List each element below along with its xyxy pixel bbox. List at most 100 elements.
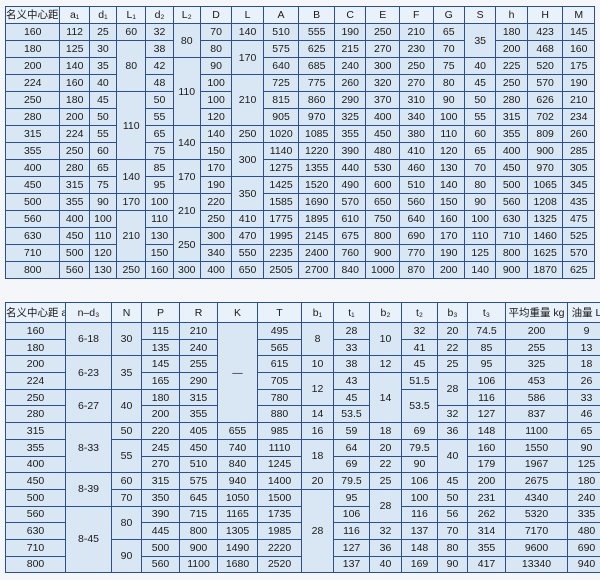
column-header: t₂	[401, 302, 438, 323]
table-cell: 1065	[526, 176, 564, 194]
table-cell: 5320	[505, 505, 568, 524]
table-row: 200 6-23 35 145 255 615 10 38 12 45 25 95 325 18	[5, 355, 600, 390]
table-cell: 140	[59, 57, 90, 75]
table-cell: 1208	[526, 193, 564, 211]
table-cell: 48	[145, 74, 174, 92]
column-header: F	[398, 6, 434, 24]
table-cell: 137	[401, 522, 438, 540]
table-cell: 570	[333, 193, 367, 211]
table-cell: 560	[5, 505, 66, 524]
table-cell: 22	[437, 338, 468, 357]
table-cell: 130	[88, 261, 118, 279]
table-cell: 570	[526, 74, 564, 92]
table-cell: 400	[59, 210, 90, 228]
table-cell: 640	[262, 57, 300, 75]
table-cell: 170	[116, 193, 147, 211]
column-header: b₂	[369, 302, 402, 323]
table-cell: 231	[467, 488, 506, 507]
table-cell: 2505	[262, 261, 300, 279]
table-cell: 314	[467, 522, 506, 540]
table-cell: 1460	[526, 227, 564, 245]
table-cell: 610	[333, 210, 367, 228]
table-cell: 32	[145, 23, 174, 41]
table-cell: 100	[145, 193, 174, 211]
table-cell: 200	[432, 261, 465, 279]
table-cell: 160	[432, 210, 465, 228]
table-cell: 40	[369, 555, 402, 574]
table-cell: 800	[5, 555, 66, 574]
column-header: N	[111, 302, 142, 323]
table-cell: 179	[467, 455, 506, 474]
table-cell: 69	[333, 455, 370, 474]
column-header: G	[432, 6, 465, 24]
table-cell: 106	[467, 372, 506, 390]
table-cell: 46	[567, 405, 600, 424]
table-cell: 355	[179, 405, 218, 424]
table-cell: 423	[526, 23, 564, 41]
table-cell: 112	[59, 23, 90, 41]
table-cell: 140	[199, 125, 233, 143]
table-cell: 4340	[505, 488, 568, 507]
table-cell: 1100	[505, 422, 568, 440]
table-cell: 1520	[298, 176, 335, 194]
table-cell: 18	[369, 422, 402, 440]
table-cell: 80	[199, 40, 233, 58]
table-cell: 38	[145, 40, 174, 58]
table-cell: 6-23	[65, 355, 112, 390]
table-cell: 150	[199, 142, 233, 160]
table-cell: 116	[333, 522, 370, 540]
table-cell: 70	[432, 40, 465, 58]
table-cell: 250	[116, 261, 147, 279]
table-cell: 150	[145, 244, 174, 262]
table-row: 450 8-39 60 315 575 940 1400 20 79.5 25 106 45 200 26…	[5, 472, 600, 507]
table-row: 200 140 35 42 110 90 640 685 240 300 250 75 40 225 520…	[4, 57, 595, 126]
table-cell: 870	[398, 261, 434, 279]
table-cell: 250	[365, 23, 400, 41]
table-cell: 12	[301, 372, 334, 407]
table-cell: 440	[333, 159, 367, 177]
column-header: a₁	[59, 6, 90, 24]
table-cell: 145	[141, 355, 180, 374]
table-cell: 160	[4, 23, 61, 41]
table-cell: 840	[333, 261, 367, 279]
table-cell: 26	[567, 372, 600, 390]
table-cell: 110	[172, 57, 201, 126]
column-header: 名义中心距 a	[5, 302, 66, 323]
table-cell: 1870	[526, 261, 564, 279]
table-cell: 28	[437, 372, 468, 407]
table-cell: 30	[88, 40, 118, 58]
table-cell: 95	[467, 355, 506, 374]
table-cell: 280	[495, 91, 528, 109]
table-cell: 380	[398, 125, 434, 143]
table-cell: 315	[5, 422, 66, 440]
table-cell: 1625	[526, 244, 564, 262]
table-cell: 570	[562, 244, 595, 262]
table-cell: 200	[467, 472, 506, 490]
table-cell: 190	[333, 23, 367, 41]
table-cell: 345	[562, 176, 595, 194]
dimension-table: 名义中心距 aa₁d₁L₁d₂L₂DLABCEFGShHM16011225603…	[4, 6, 595, 279]
table-cell: 140	[231, 23, 264, 41]
table-cell: 90	[199, 57, 233, 75]
table-cell: 315	[495, 108, 528, 126]
column-header: n–d₃	[65, 302, 112, 323]
table-cell: 2400	[298, 244, 335, 262]
table-cell: 175	[562, 57, 595, 75]
table-cell: 80	[437, 538, 468, 557]
column-header: b₃	[437, 302, 468, 323]
table-cell: 740	[217, 438, 258, 457]
table-cell: 65	[145, 125, 174, 143]
table-cell: 1020	[262, 125, 300, 143]
table-cell: 250	[5, 388, 66, 407]
table-cell: 106	[401, 472, 438, 490]
table-cell: 350	[141, 488, 180, 507]
table-cell: 1245	[257, 455, 302, 474]
table-cell: 45	[401, 355, 438, 374]
table-cell: 450	[59, 227, 90, 245]
table-cell: 555	[298, 23, 335, 41]
table-cell: 2235	[262, 244, 300, 262]
column-header: M	[562, 6, 595, 24]
table-cell: 475	[562, 210, 595, 228]
table-cell: 240	[567, 488, 600, 507]
table-cell: 650	[231, 261, 264, 279]
